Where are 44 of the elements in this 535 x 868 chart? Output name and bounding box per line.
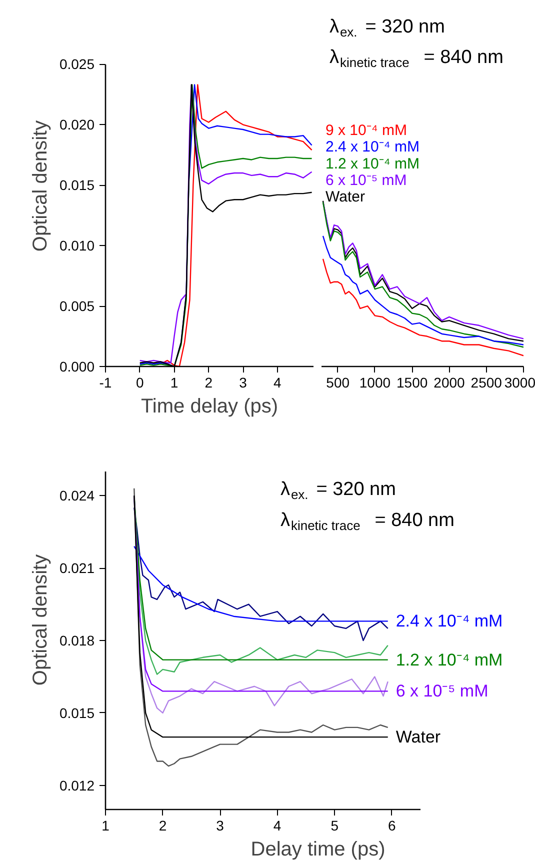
x-tick-label: -1 (99, 374, 112, 390)
x-tick-label: 1000 (359, 374, 391, 390)
y-axis-title: Optical density (29, 554, 52, 686)
x-tick-label: 500 (326, 374, 350, 390)
x-tick-label: 3 (216, 818, 224, 834)
x-tick-label: 2 (204, 374, 213, 390)
y-tick-label: 0.000 (59, 358, 95, 374)
x-tick-label: 1 (102, 818, 110, 834)
x-tick-label: 3000 (504, 374, 535, 390)
y-tick-label: 0.012 (59, 777, 95, 794)
y-tick-label: 0.021 (59, 560, 95, 576)
y-axis-title: Optical density (29, 120, 52, 252)
x-tick-label: 2500 (470, 374, 502, 390)
line-series (134, 507, 388, 642)
series-label: Water (396, 728, 441, 747)
y-tick-label: 0.015 (59, 704, 95, 721)
y-tick-label: 0.010 (59, 238, 95, 254)
x-axis-title: Time delay (ps) (140, 396, 278, 418)
x-tick-label: 2000 (434, 374, 466, 390)
series-label: Water (326, 188, 365, 206)
x-tick-label: 5 (330, 818, 339, 834)
series-label: 2.4 x 10⁻⁴ mM (396, 612, 503, 631)
x-tick-label: 0 (136, 374, 144, 390)
series-label: 1.2 x 10⁻⁴ mM (396, 650, 503, 670)
y-tick-label: 0.005 (59, 298, 95, 314)
x-axis-title: Delay time (ps) (250, 838, 386, 860)
x-tick-label: 4 (274, 374, 282, 390)
x-tick-label: 4 (273, 818, 282, 834)
series-label: 1.2 x 10⁻⁴ mM (326, 155, 420, 172)
y-tick-label: 0.018 (59, 632, 95, 648)
y-tick-label: 0.024 (59, 488, 95, 504)
y-tick-label: 0.020 (59, 116, 95, 133)
series-label: 9 x 10⁻⁴ mM (326, 122, 407, 140)
series-label: 6 x 10⁻⁵ mM (326, 172, 407, 189)
y-tick-label: 0.015 (59, 177, 95, 194)
x-tick-label: 6 (388, 818, 396, 834)
y-tick-label: 0.025 (59, 56, 95, 72)
x-tick-label: 2 (158, 818, 167, 834)
line-series (134, 546, 388, 622)
x-tick-label: 1 (170, 374, 178, 390)
x-tick-label: 1500 (396, 374, 428, 390)
series-label: 2.4 x 10⁻⁴ mM (326, 138, 420, 156)
series-label: 6 x 10⁻⁵ mM (396, 682, 488, 701)
x-tick-label: 3 (239, 374, 248, 390)
